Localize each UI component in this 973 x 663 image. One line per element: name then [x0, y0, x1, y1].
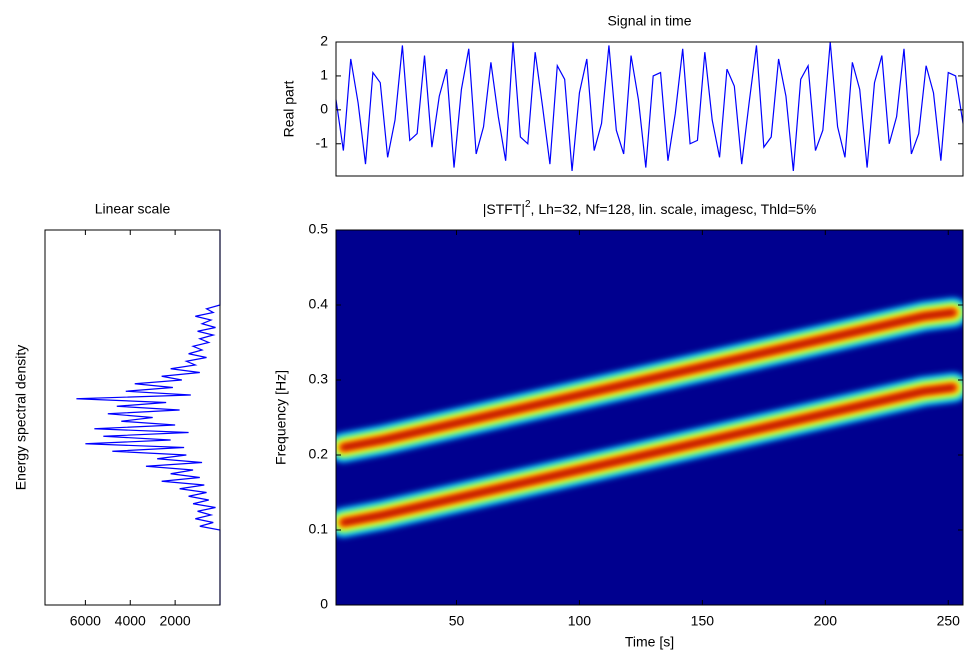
data-line — [335, 41, 964, 171]
y-tick-label: 0.5 — [309, 221, 329, 237]
x-tick-label: 6000 — [70, 613, 101, 629]
axes-box — [335, 41, 964, 177]
title-part: |STFT| — [483, 201, 525, 217]
y-tick-label: 1 — [320, 67, 328, 83]
x-tick-label: 4000 — [115, 613, 146, 629]
y-tick-label: 0.1 — [309, 521, 329, 537]
axes: 0 0.1 0.2 0.3 0.4 0.5 50 100 150 200 250 |STFT|2, L… — [273, 199, 964, 650]
x-axis-label: Time [s] — [625, 634, 674, 650]
data-line — [76, 230, 221, 605]
y-axis-label: Real part — [281, 80, 297, 137]
x-tick-label: 200 — [814, 613, 838, 629]
axes: -1 0 1 2 Signal in time Real part — [281, 13, 964, 177]
x-tick-label: 150 — [691, 613, 715, 629]
chart-title: Linear scale — [95, 201, 171, 217]
y-tick-label: 0 — [320, 596, 328, 612]
x-tick-label: 50 — [449, 613, 465, 629]
y-tick-label: 2 — [320, 33, 328, 49]
axes: 6000 4000 2000 Linear scale Energy spectral … — [13, 201, 221, 629]
axes-box — [335, 229, 964, 606]
ridge — [341, 385, 956, 525]
y-axis-label: Energy spectral density — [13, 345, 29, 491]
y-tick-label: 0.2 — [309, 446, 329, 462]
x-tick-label: 2000 — [160, 613, 191, 629]
title-part: , Lh=32, Nf=128, lin. scale, imagesc, Th… — [531, 201, 817, 217]
chart-title: |STFT|2, Lh=32, Nf=128, lin. scale, imag… — [483, 199, 817, 217]
y-tick-label: 0.4 — [309, 296, 329, 312]
ridge — [341, 310, 956, 450]
axes-box — [44, 229, 221, 606]
x-tick-label: 250 — [937, 613, 961, 629]
y-tick-label: 0 — [320, 101, 328, 117]
chart-title: Signal in time — [607, 13, 691, 29]
y-tick-label: 0.3 — [309, 371, 329, 387]
y-axis-label: Frequency [Hz] — [273, 370, 289, 465]
ridges — [336, 297, 963, 538]
y-tick-label: -1 — [316, 134, 329, 150]
x-tick-label: 100 — [568, 613, 592, 629]
title-superscript: 2 — [525, 199, 531, 210]
